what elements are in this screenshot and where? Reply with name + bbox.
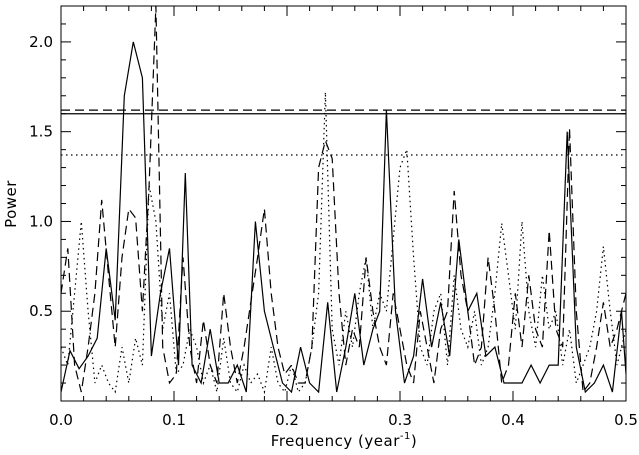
series-line-solid [61,41,626,394]
x-tick-label: 0.0 [49,411,73,429]
significance-lines [61,109,626,156]
data-series [61,6,626,395]
x-tick-label: 0.1 [162,411,186,429]
series-line-dashed [61,6,626,394]
y-tick-label: 1.5 [29,123,53,141]
x-axis-title-end: ) [411,432,417,450]
x-axis-title: Frequency (year-1) [271,431,417,450]
series-line-dotted [61,92,626,395]
x-tick-label: 0.3 [388,411,412,429]
x-axis-title-main: Frequency (year [271,432,400,450]
y-axis-title: Power [2,180,20,228]
y-tick-label: 2.0 [29,33,53,51]
x-tick-label: 0.2 [275,411,299,429]
tick-labels: 0.0 0.1 0.2 0.3 0.4 0.5 0.5 1.0 1.5 2.0 [29,33,638,429]
y-tick-label: 1.0 [29,212,53,230]
x-axis-title-superscript: -1 [400,431,411,442]
x-tick-label: 0.5 [614,411,638,429]
y-tick-label: 0.5 [29,302,53,320]
x-tick-label: 0.4 [501,411,525,429]
